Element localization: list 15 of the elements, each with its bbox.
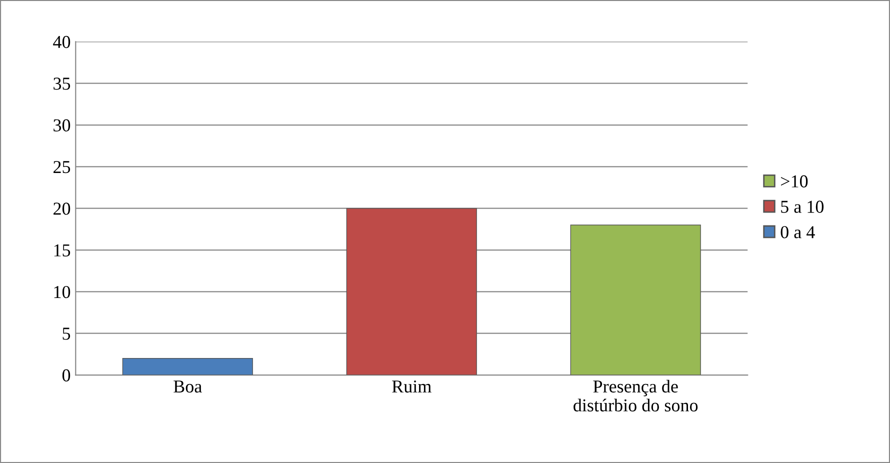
x-tick-label: Presença de distúrbio do sono xyxy=(574,380,698,412)
y-tick-label: 10 xyxy=(54,286,70,298)
y-tick-label: 20 xyxy=(54,202,70,215)
y-tick-label: 30 xyxy=(54,119,70,132)
legend-label: 0 a 4 xyxy=(780,226,815,238)
y-tick-label: 40 xyxy=(53,36,70,48)
x-tick-label: Ruim xyxy=(392,380,432,393)
y-tick-label: 35 xyxy=(54,78,70,90)
legend-label: 5 a 10 xyxy=(781,200,824,213)
legend-label: >10 xyxy=(781,175,808,188)
y-tick-label: 15 xyxy=(54,244,70,256)
y-tick-label: 25 xyxy=(54,160,70,174)
y-tick-label: 5 xyxy=(62,328,70,340)
y-tick-label: 0 xyxy=(62,369,70,382)
x-tick-label: Boa xyxy=(174,380,202,393)
